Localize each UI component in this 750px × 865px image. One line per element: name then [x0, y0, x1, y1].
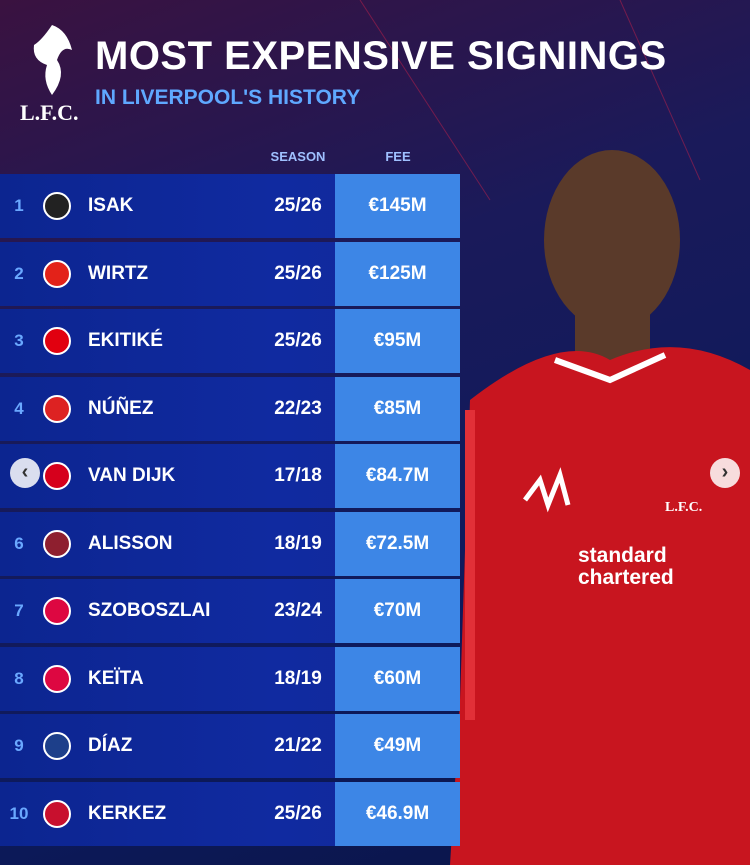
season: 21/22 [274, 735, 322, 756]
rank: 4 [14, 398, 24, 418]
club-badge [43, 462, 71, 490]
fee: €125M [368, 262, 427, 284]
player-name: KERKEZ [88, 802, 167, 824]
season: 25/26 [274, 802, 322, 824]
fee: €85M [373, 397, 422, 419]
table-row: 4 NÚÑEZ 22/23 €85M [0, 376, 460, 441]
fee: €84.7M [365, 465, 430, 486]
subtitle: IN LIVERPOOL'S HISTORY [95, 86, 361, 109]
fee: €72.5M [365, 532, 430, 554]
club-badge [43, 259, 71, 288]
season: 18/19 [274, 532, 322, 554]
logo-text: L.F.C. [20, 100, 79, 125]
player-name: WIRTZ [88, 262, 149, 284]
table-row: 6 ALISSON 18/19 €72.5M [0, 511, 460, 576]
player-name: ALISSON [88, 532, 173, 554]
table-row: 8 KEÏTA 18/19 €60M [0, 646, 460, 711]
rank: 9 [14, 736, 24, 755]
club-badge [43, 192, 71, 220]
column-header: SEASON [270, 149, 326, 164]
fee: €46.9M [365, 802, 430, 824]
fee-cell [335, 511, 460, 576]
season: 25/26 [274, 330, 322, 351]
lfc-liverbird [33, 25, 72, 95]
season: 22/23 [274, 397, 322, 419]
rank: 7 [14, 601, 24, 620]
season: 25/26 [274, 195, 322, 216]
rank: 6 [14, 533, 24, 553]
fee-cell [335, 579, 460, 643]
fee: €60M [373, 667, 422, 689]
carousel-prev[interactable]: ‹ [10, 458, 40, 488]
fee: €49M [373, 735, 422, 756]
shirt-sponsor: standard chartered [578, 544, 674, 589]
table-row: 9 DÍAZ 21/22 €49M [0, 714, 460, 778]
club-badge [43, 799, 71, 828]
season: 25/26 [274, 262, 322, 284]
club-badge [43, 327, 71, 355]
table-row: VAN DIJK 17/18 €84.7M [0, 444, 460, 508]
table-row: 10 KERKEZ 25/26 €46.9M [0, 781, 460, 846]
club-badge [43, 394, 71, 423]
player-name: NÚÑEZ [88, 397, 154, 419]
title: MOST EXPENSIVE SIGNINGS [95, 34, 667, 78]
fee-cell [335, 714, 460, 778]
carousel-next[interactable]: › [710, 458, 740, 488]
table-row: 3 EKITIKÉ 25/26 €95M [0, 309, 460, 373]
fee: €70M [373, 600, 422, 621]
rank: 2 [14, 263, 24, 283]
fee-cell [335, 174, 460, 238]
rank: 8 [14, 668, 24, 688]
table-row: 2 WIRTZ 25/26 €125M [0, 241, 460, 306]
fee: €145M [368, 195, 427, 216]
rank: 1 [14, 196, 24, 215]
table-row: 1 ISAK 25/26 €145M [0, 174, 460, 238]
fee-cell [335, 646, 460, 711]
season: 17/18 [274, 465, 322, 486]
club-badge [43, 529, 71, 558]
player-name: SZOBOSZLAI [88, 600, 211, 621]
fee-cell [335, 241, 460, 306]
player-name: KEÏTA [88, 667, 144, 689]
rank: 3 [14, 331, 24, 350]
fee: €95M [373, 330, 422, 351]
rank: 10 [9, 803, 29, 823]
club-badge [43, 664, 71, 693]
fee-cell [335, 376, 460, 441]
season: 23/24 [274, 600, 322, 621]
fee-cell [335, 309, 460, 373]
shirt-crest: L.F.C. [665, 500, 703, 515]
player-name: EKITIKÉ [88, 330, 163, 351]
column-header: FEE [385, 149, 411, 164]
season: 18/19 [274, 667, 322, 689]
table-row: 7 SZOBOSZLAI 23/24 €70M [0, 579, 460, 643]
club-badge [43, 732, 71, 760]
fee-cell [335, 444, 460, 508]
club-badge [43, 597, 71, 625]
player-name: ISAK [88, 195, 134, 216]
player-name: VAN DIJK [88, 465, 176, 486]
fee-cell [335, 781, 460, 846]
player-name: DÍAZ [88, 735, 133, 756]
player-head [544, 150, 680, 330]
player-shirt [450, 347, 750, 865]
